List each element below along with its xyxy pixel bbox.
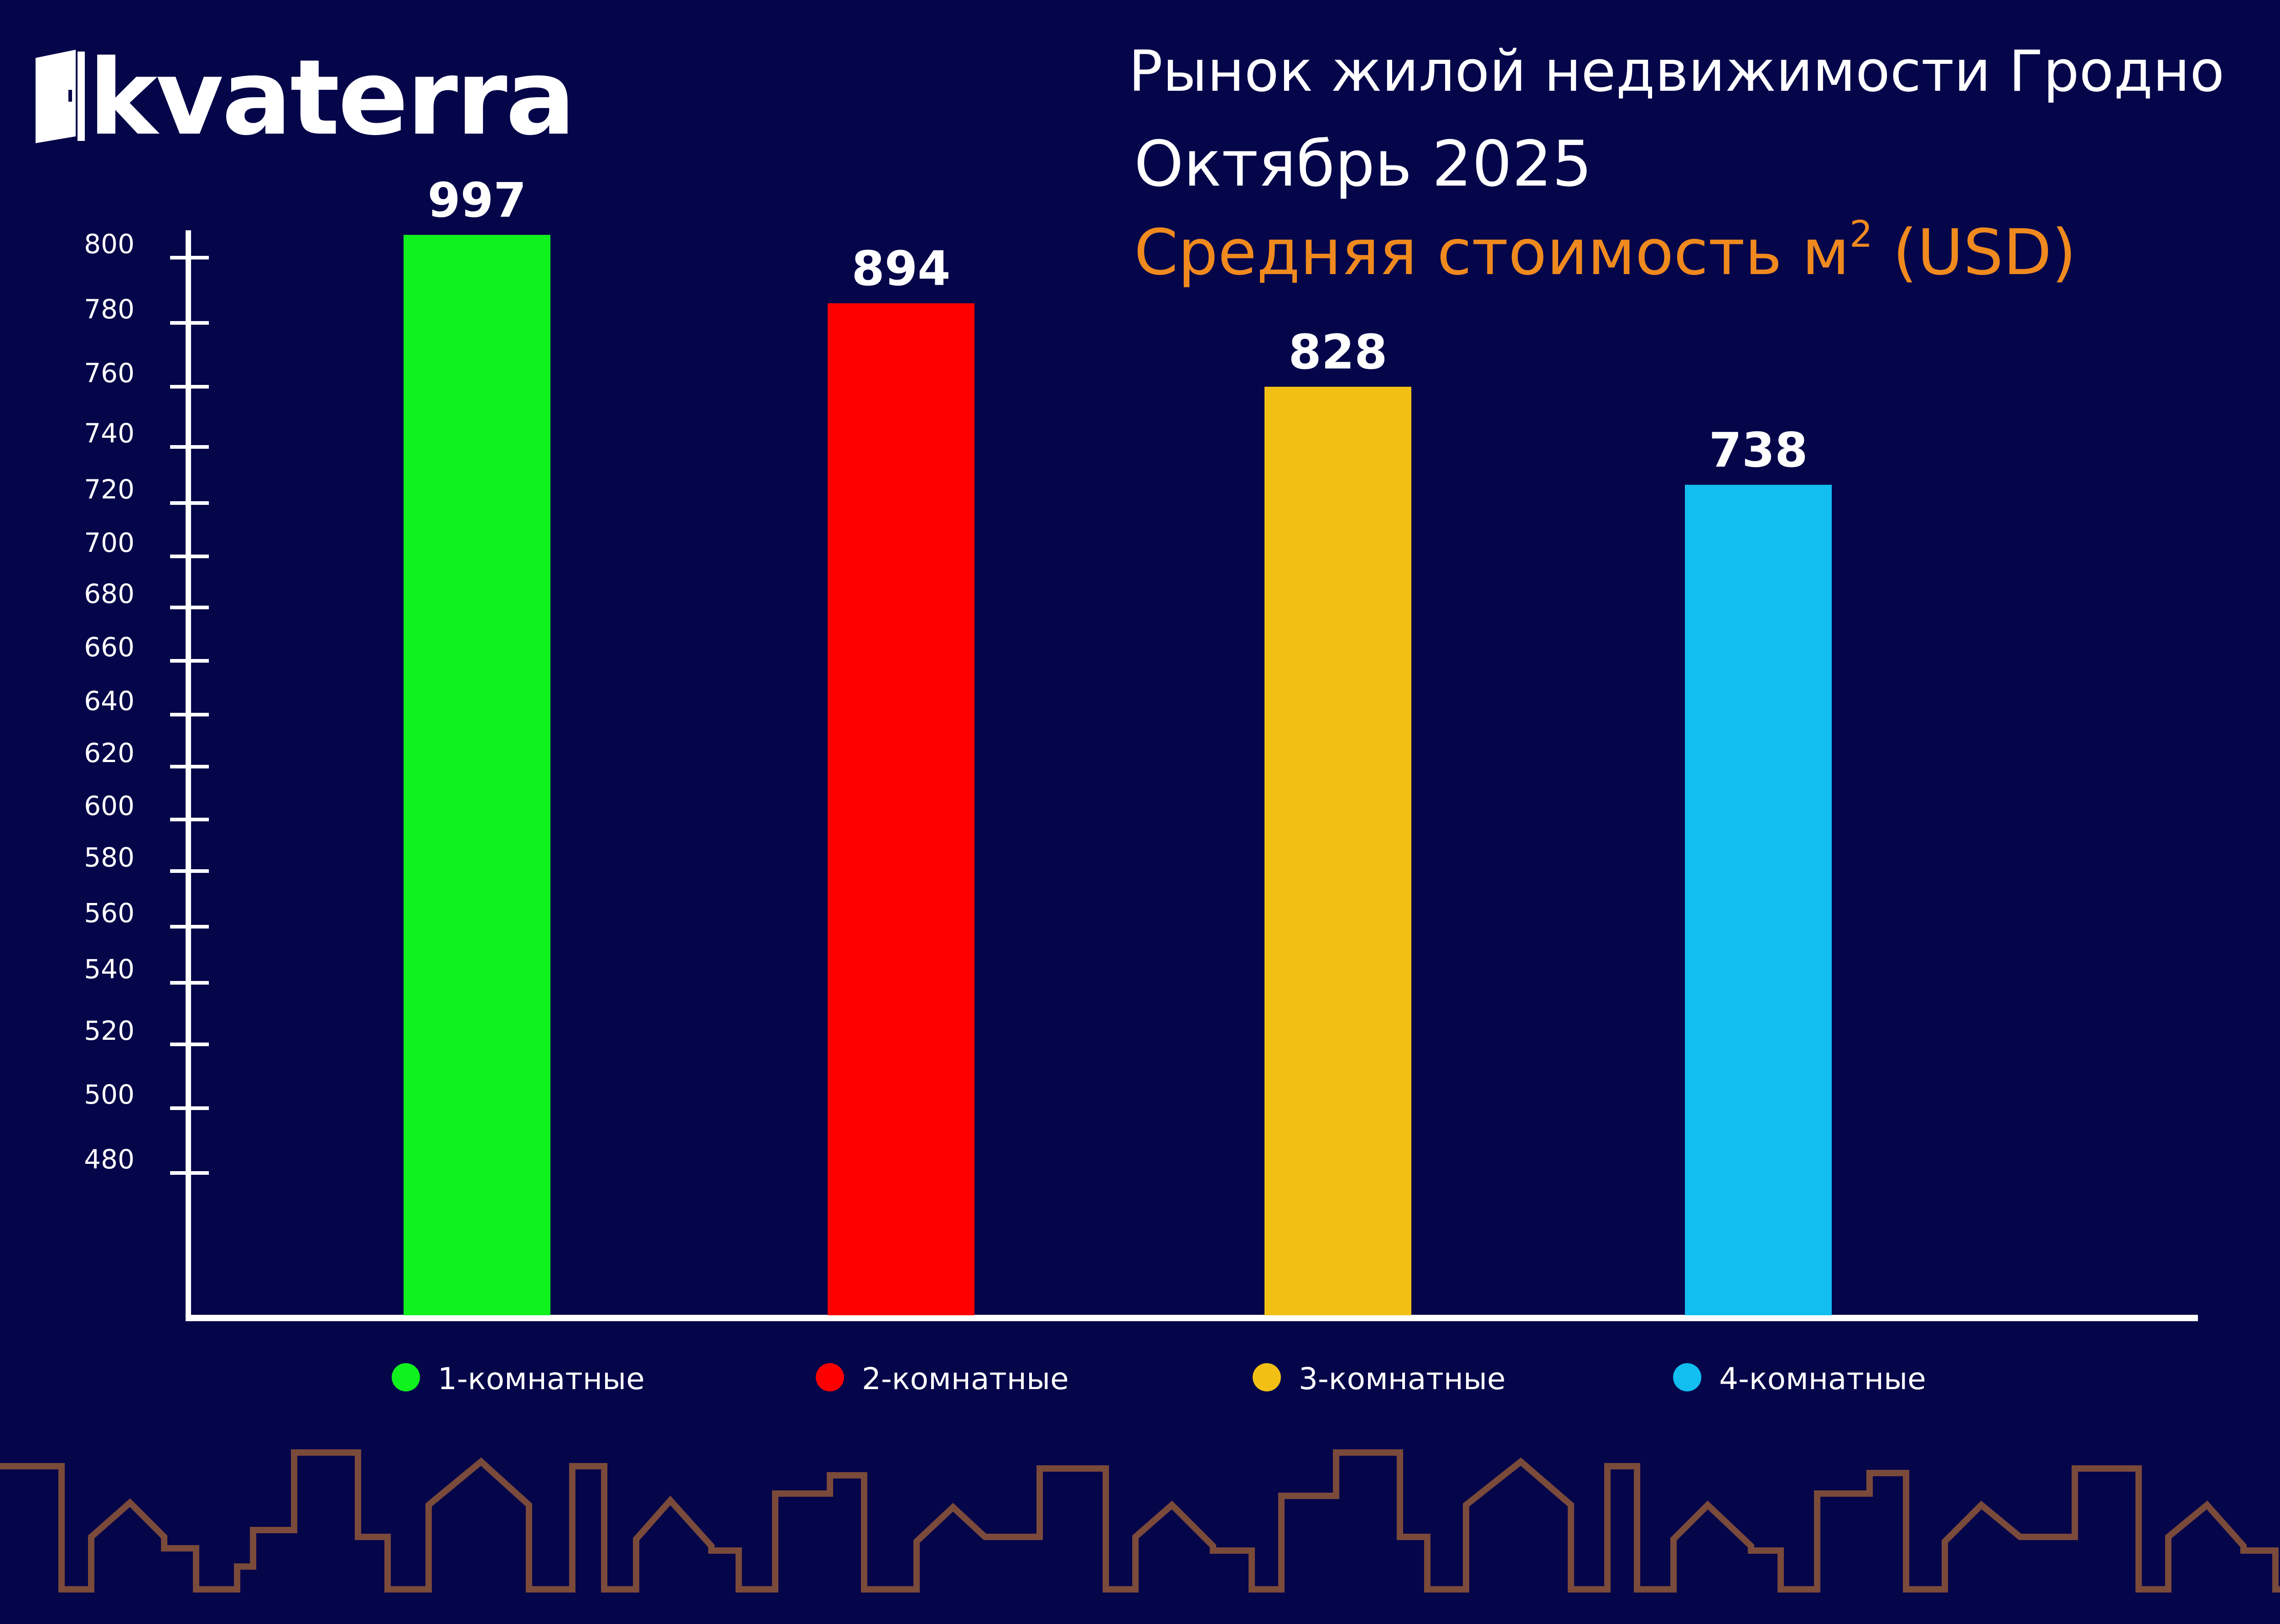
y-tick-label: 720	[84, 474, 135, 505]
y-tick-label: 600	[84, 790, 135, 821]
legend: 1-комнатные 2-комнатные 3-комнатные 4-комна…	[392, 1361, 1926, 1396]
logo-text: kvaterra	[88, 37, 575, 158]
metric-prefix: Средняя стоимость м	[1134, 216, 1850, 289]
legend-label: 3-комнатные	[1299, 1361, 1506, 1396]
bar-value-label: 738	[1709, 422, 1808, 478]
bar-value-label: 894	[851, 241, 950, 296]
y-tick-label: 620	[84, 737, 135, 768]
bar	[404, 235, 550, 1315]
legend-marker	[1253, 1363, 1281, 1391]
chart-subtitle: Октябрь 2025	[1134, 127, 1592, 201]
metric-superscript: 2	[1849, 213, 1873, 255]
legend-marker	[1673, 1363, 1701, 1391]
y-tick-label: 500	[84, 1079, 135, 1110]
skyline-outline	[0, 1449, 2280, 1593]
y-tick-label: 660	[84, 632, 135, 663]
metric-suffix: (USD)	[1872, 216, 2077, 289]
y-tick-label: 480	[84, 1144, 135, 1175]
bar	[1685, 485, 1832, 1315]
y-tick-label: 740	[84, 418, 135, 449]
chart-axes	[186, 230, 2198, 1321]
y-tick-label: 640	[84, 685, 135, 716]
bar-value-label: 997	[427, 172, 526, 228]
y-tick-label: 760	[84, 358, 135, 389]
legend-marker	[392, 1363, 420, 1391]
legend-label: 1-комнатные	[438, 1361, 645, 1396]
y-tick-label: 800	[84, 228, 135, 259]
bar	[828, 303, 974, 1315]
title-block: Рынок жилой недвижимости Гродно Октябрь …	[1129, 43, 2224, 284]
y-tick-label: 520	[84, 1015, 135, 1046]
bar-value-label: 828	[1288, 324, 1387, 380]
y-tick-label: 540	[84, 954, 135, 985]
logo: kvaterra	[36, 37, 575, 158]
metric-label: Средняя стоимость м2 (USD)	[1134, 216, 2224, 284]
bar	[1264, 387, 1411, 1315]
door-icon	[36, 50, 85, 143]
y-axis-ticks: 800 780 760 740 720 700 680 660 640 620 600 580 560 5…	[84, 228, 209, 1175]
y-tick-label: 580	[84, 842, 135, 873]
y-tick-label: 560	[84, 898, 135, 929]
y-tick-label: 780	[84, 294, 135, 325]
y-tick-label: 680	[84, 578, 135, 609]
legend-marker	[816, 1363, 844, 1391]
legend-label: 4-комнатные	[1719, 1361, 1926, 1396]
skyline-decoration	[0, 1449, 2280, 1593]
bars	[404, 235, 1832, 1315]
legend-label: 2-комнатные	[862, 1361, 1069, 1396]
y-tick-label: 700	[84, 527, 135, 558]
chart-title: Рынок жилой недвижимости Гродно	[1129, 39, 2225, 104]
value-labels: 997 894 828 738	[427, 172, 1808, 478]
